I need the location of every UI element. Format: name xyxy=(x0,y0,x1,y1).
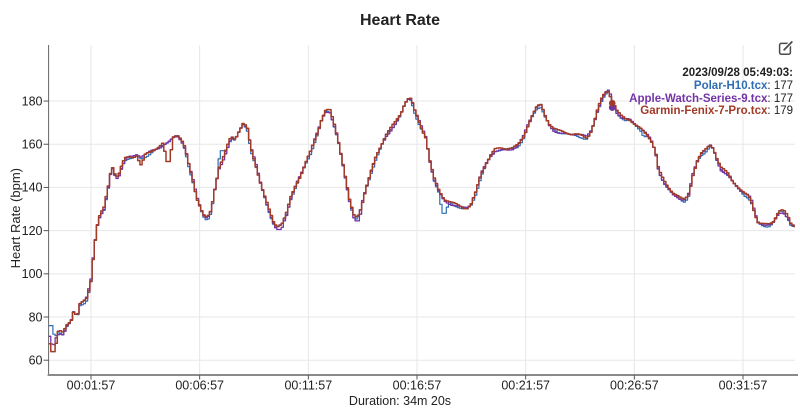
legend-entry: Garmin-Fenix-7-Pro.tcx: 179 xyxy=(629,105,793,118)
legend-timestamp: 2023/09/28 05:49:03: xyxy=(682,67,793,79)
y-tick-label: 60 xyxy=(29,354,43,368)
duration-label: Duration: 34m 20s xyxy=(348,394,452,408)
legend-series-value: 179 xyxy=(773,105,793,118)
x-tick-label: 00:06:57 xyxy=(175,379,224,393)
legend-separator: : xyxy=(767,79,774,92)
legend-separator: : xyxy=(767,92,774,105)
legend-series-value: 177 xyxy=(773,79,793,92)
y-tick-label: 160 xyxy=(22,138,43,152)
y-axis-title: Heart Rate (bpm) xyxy=(8,168,23,269)
edit-icon-glyph xyxy=(778,40,794,55)
x-tick-label: 00:31:57 xyxy=(719,379,768,393)
selected-point-marker xyxy=(608,99,616,107)
legend-series-label: Apple-Watch-Series-9.tcx xyxy=(629,92,768,105)
y-tick-label: 100 xyxy=(22,267,43,281)
legend-series-value: 177 xyxy=(773,92,793,105)
edit-icon[interactable] xyxy=(778,40,794,56)
legend-series-label: Polar-H10.tcx xyxy=(693,79,768,92)
series-line-garmin-fenix-7-pro-tcx xyxy=(48,90,795,353)
page-title: Heart Rate xyxy=(359,12,441,29)
y-tick-label: 80 xyxy=(29,310,43,324)
y-tick-label: 180 xyxy=(22,94,43,108)
y-tick-label: 140 xyxy=(22,181,43,195)
legend-series-label: Garmin-Fenix-7-Pro.tcx xyxy=(640,105,768,118)
x-tick-label: 00:11:57 xyxy=(284,379,332,393)
legend: 2023/09/28 05:49:03: Polar-H10.tcx: 177 … xyxy=(629,67,793,118)
y-tick-label: 120 xyxy=(22,224,43,238)
legend-entry: Polar-H10.tcx: 177 xyxy=(629,80,793,93)
x-tick-label: 00:26:57 xyxy=(610,379,659,393)
x-tick-label: 00:16:57 xyxy=(393,379,442,393)
legend-separator: : xyxy=(767,105,774,118)
x-tick-label: 00:01:57 xyxy=(67,379,116,393)
x-tick-label: 00:21:57 xyxy=(501,379,550,393)
legend-entry: Apple-Watch-Series-9.tcx: 177 xyxy=(629,93,793,106)
